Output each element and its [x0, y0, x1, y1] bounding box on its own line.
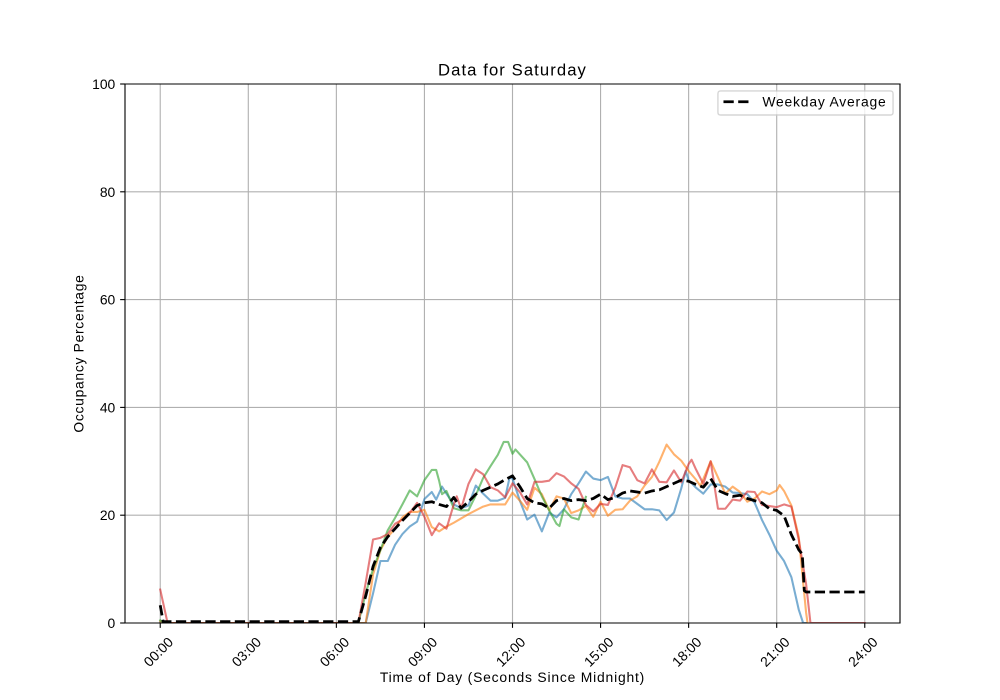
- svg-text:80: 80: [100, 184, 116, 200]
- svg-text:0: 0: [108, 615, 116, 631]
- svg-text:100: 100: [92, 76, 115, 92]
- svg-text:40: 40: [100, 399, 116, 415]
- svg-text:Time of Day (Seconds Since Mid: Time of Day (Seconds Since Midnight): [380, 669, 645, 685]
- svg-text:20: 20: [100, 507, 116, 523]
- svg-text:Data for Saturday: Data for Saturday: [438, 61, 587, 80]
- svg-text:Occupancy Percentage: Occupancy Percentage: [71, 274, 87, 432]
- svg-text:Weekday Average: Weekday Average: [762, 94, 886, 110]
- svg-text:60: 60: [100, 292, 116, 308]
